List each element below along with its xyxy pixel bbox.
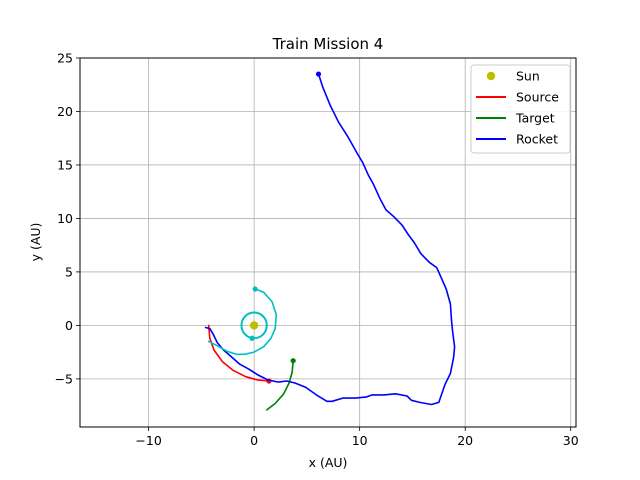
series-group: [204, 71, 456, 411]
x-tick-label: −10: [135, 433, 161, 448]
x-tick-label: 20: [457, 433, 473, 448]
legend-rocket-label: Rocket: [516, 132, 558, 147]
orbit-marker: [252, 286, 258, 292]
sun-marker: [249, 321, 259, 330]
rocket-marker: [315, 71, 322, 77]
y-tick-label: 20: [57, 104, 73, 119]
y-tick-label: 15: [57, 157, 73, 172]
legend-sun-label: Sun: [516, 69, 540, 84]
y-tick-label: −5: [55, 371, 73, 386]
y-tick-label: 10: [57, 211, 73, 226]
y-axis-ticks: −5 0 5 10 15 20 25: [55, 51, 80, 386]
legend-source-label: Source: [516, 90, 559, 105]
legend: Sun Source Target Rocket: [470, 64, 571, 154]
target-marker: [290, 358, 296, 364]
x-axis-label: x (AU): [309, 455, 348, 470]
legend-box: [470, 64, 571, 154]
x-tick-label: 0: [250, 433, 258, 448]
x-tick-label: 10: [352, 433, 368, 448]
y-axis-label: y (AU): [28, 223, 43, 262]
plot-frame: [79, 57, 577, 428]
chart-title: Train Mission 4: [272, 35, 384, 53]
rocket-line: [204, 73, 456, 406]
y-tick-label: 0: [65, 318, 73, 333]
y-tick-label: 5: [65, 264, 73, 279]
legend-sun-swatch: [486, 71, 496, 81]
target-line: [266, 359, 294, 411]
y-tick-label: 25: [57, 51, 73, 66]
legend-target-label: Target: [515, 111, 555, 126]
inner-orbit-marker: [249, 335, 255, 341]
x-axis-ticks: −10 0 10 20 30: [135, 427, 579, 448]
source-line: [207, 324, 270, 382]
x-tick-label: 30: [563, 433, 579, 448]
orbit-line: [207, 288, 278, 356]
